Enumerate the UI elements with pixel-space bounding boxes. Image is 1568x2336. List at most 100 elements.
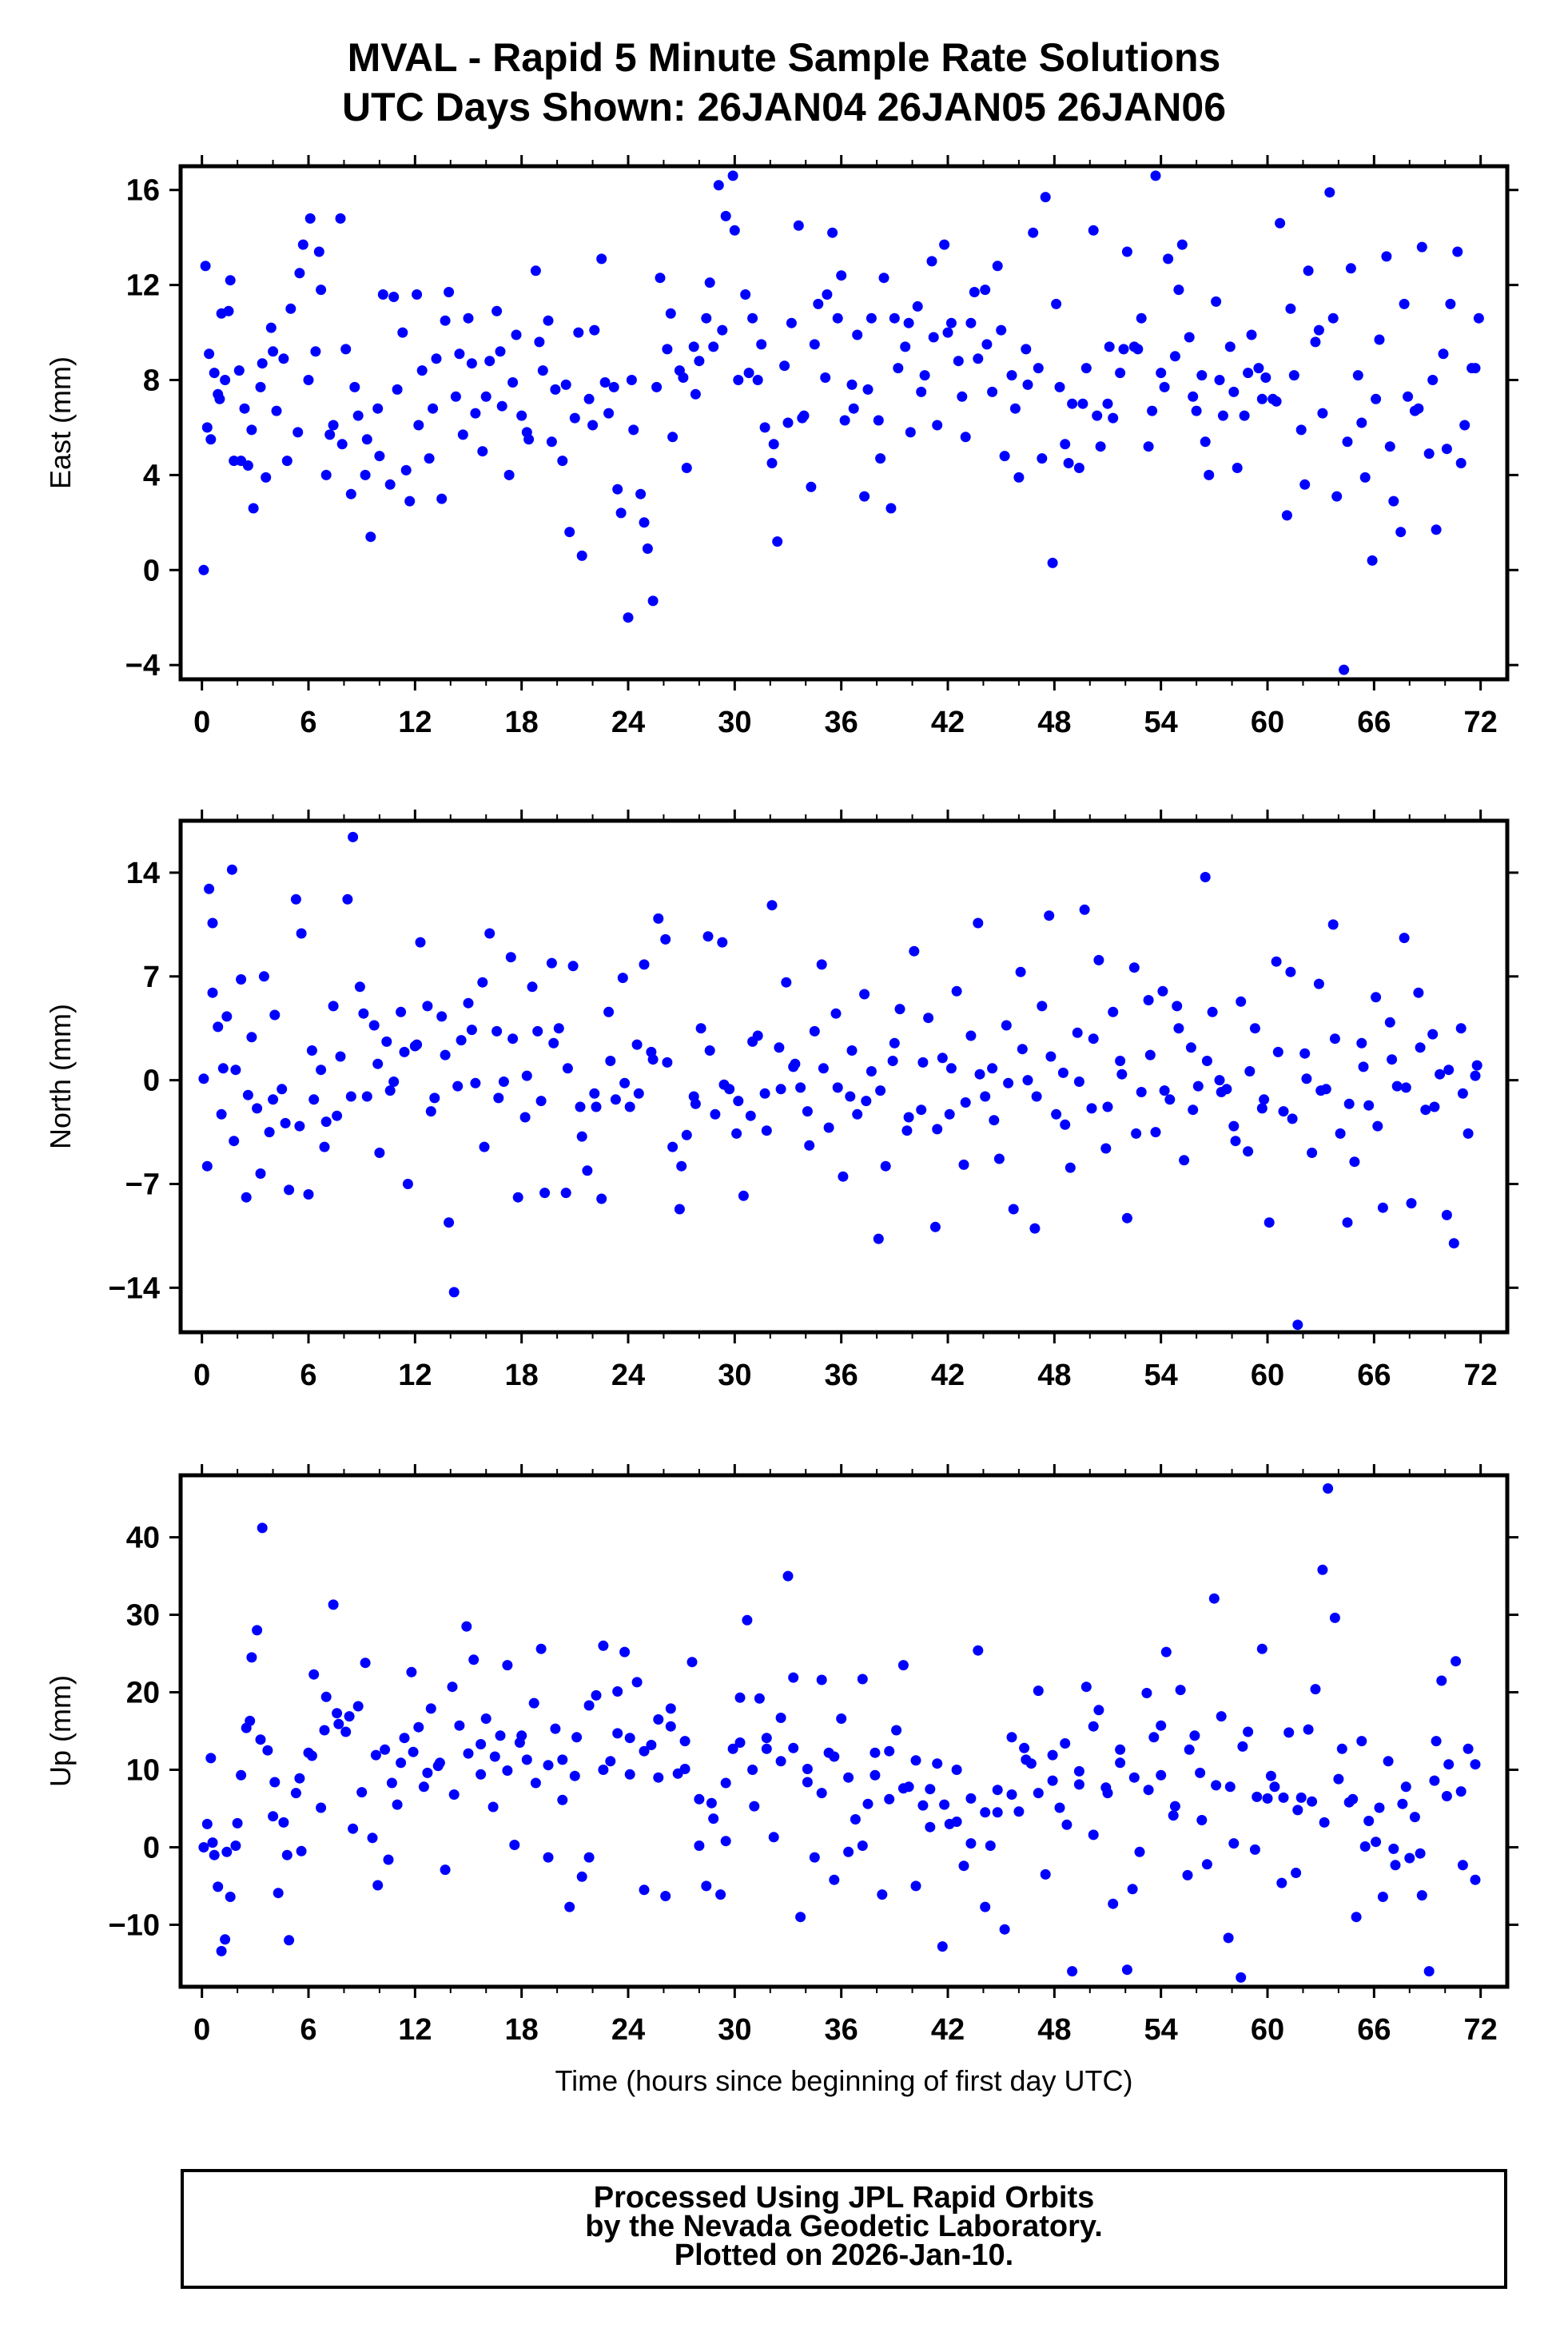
data-point: [759, 422, 770, 433]
data-point: [1359, 1841, 1371, 1852]
data-point: [713, 180, 724, 191]
data-point: [717, 937, 728, 948]
data-point: [694, 1841, 705, 1851]
data-point: [233, 365, 245, 376]
data-point: [958, 1159, 969, 1170]
data-point: [1399, 933, 1410, 944]
data-point: [939, 1799, 950, 1810]
data-point: [738, 1190, 749, 1201]
data-point: [674, 1204, 685, 1215]
data-point: [1184, 1744, 1195, 1755]
plot-frame: [178, 164, 1510, 682]
data-point: [797, 412, 808, 424]
data-point: [489, 1751, 500, 1762]
data-point: [1015, 966, 1026, 977]
data-point: [1416, 241, 1427, 253]
data-point: [198, 1842, 209, 1852]
data-point: [859, 989, 870, 1000]
data-point: [1371, 1837, 1382, 1848]
x-tick-label: 0: [193, 1359, 210, 1392]
data-point: [241, 1192, 252, 1203]
data-point: [768, 1832, 779, 1843]
data-point: [1303, 265, 1314, 277]
data-point: [1008, 1204, 1019, 1215]
data-point: [688, 341, 699, 352]
data-point: [605, 1756, 616, 1767]
data-point: [742, 1614, 753, 1626]
y-axis-label: Up (mm): [44, 1675, 77, 1787]
data-point: [695, 1023, 706, 1034]
data-point: [294, 1120, 305, 1132]
data-point: [480, 391, 491, 402]
data-point: [1391, 1080, 1403, 1092]
data-point: [813, 298, 824, 309]
data-point: [1374, 1802, 1385, 1813]
data-point: [509, 1840, 520, 1850]
data-point: [1288, 370, 1299, 381]
data-point: [1006, 1789, 1017, 1800]
data-point: [205, 1753, 217, 1764]
data-point: [463, 312, 474, 324]
data-point: [603, 408, 615, 419]
data-point: [277, 1084, 288, 1095]
data-point: [1159, 381, 1170, 392]
data-point: [255, 1168, 266, 1179]
data-point: [386, 1777, 397, 1789]
data-point: [1173, 285, 1184, 296]
data-point: [662, 344, 673, 355]
data-point: [1377, 1202, 1388, 1213]
data-point: [1388, 1843, 1399, 1854]
data-point: [246, 1652, 257, 1663]
data-point: [221, 1846, 233, 1857]
data-point: [1347, 1793, 1359, 1805]
data-point: [400, 464, 412, 476]
data-point: [528, 1697, 539, 1709]
data-point: [220, 375, 231, 385]
data-point: [404, 495, 416, 507]
data-point: [273, 1888, 284, 1899]
y-tick-label: 0: [143, 1831, 160, 1864]
data-point: [236, 1769, 247, 1781]
data-point: [468, 1654, 480, 1665]
data-point: [1451, 1656, 1462, 1667]
data-point: [1335, 1128, 1346, 1139]
data-point: [488, 1801, 499, 1813]
data-point: [1136, 1087, 1147, 1097]
data-point: [866, 312, 877, 324]
y-tick-label: 30: [126, 1599, 160, 1633]
data-point: [1184, 332, 1195, 343]
data-point: [1427, 375, 1439, 385]
data-point: [809, 1852, 820, 1863]
data-point: [599, 377, 611, 388]
data-point: [1278, 1106, 1289, 1117]
data-point: [734, 1692, 746, 1703]
data-point: [1095, 441, 1106, 452]
data-point: [1363, 1100, 1375, 1111]
data-point: [1196, 370, 1208, 381]
data-point: [665, 308, 676, 319]
data-point: [782, 1570, 794, 1582]
data-point: [710, 1108, 721, 1120]
data-point: [647, 595, 659, 607]
data-point: [425, 1703, 436, 1714]
y-tick-label: 16: [126, 174, 160, 208]
data-point: [1291, 1868, 1302, 1878]
data-point: [530, 1777, 541, 1789]
data-point: [1331, 491, 1343, 502]
data-point: [916, 1104, 927, 1116]
data-point: [576, 1131, 587, 1142]
data-point: [1403, 391, 1414, 402]
data-point: [598, 1640, 609, 1651]
data-point: [1441, 1209, 1452, 1220]
data-point: [201, 1818, 213, 1829]
data-point: [754, 1693, 765, 1704]
data-point: [575, 1101, 586, 1112]
data-point: [660, 1891, 671, 1901]
x-tick-label: 72: [1464, 1359, 1498, 1392]
data-point: [1457, 1088, 1468, 1099]
data-point: [1164, 1094, 1176, 1105]
data-point: [1374, 334, 1385, 345]
data-point: [456, 1035, 467, 1046]
data-point: [1216, 1087, 1227, 1097]
data-point: [733, 375, 744, 385]
